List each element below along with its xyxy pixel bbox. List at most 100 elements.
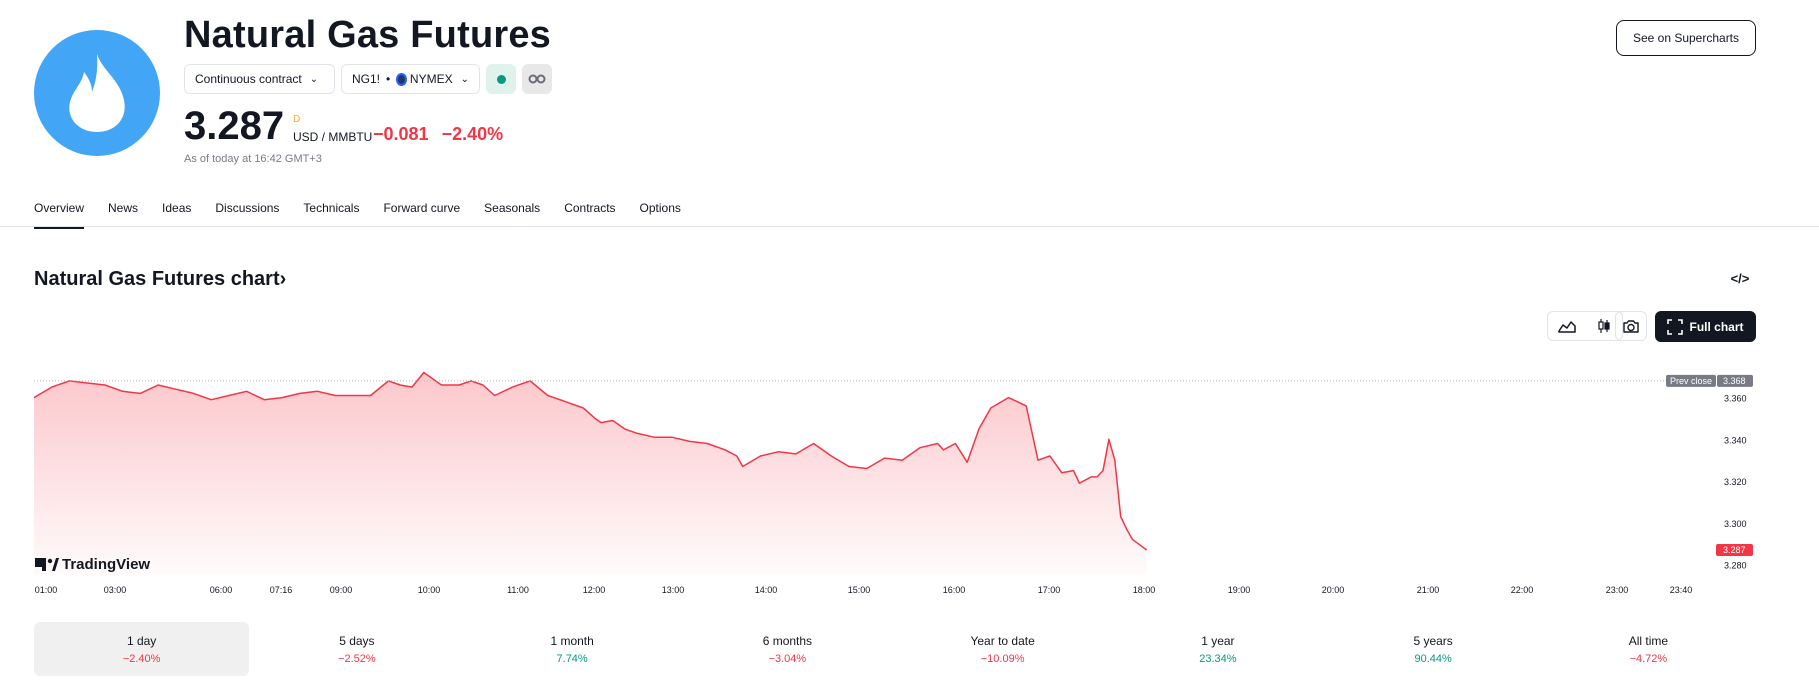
exchange-name: NYMEX — [409, 72, 453, 86]
chart-style-toolbar — [1547, 311, 1623, 341]
x-tick-label: 16:00 — [943, 585, 966, 595]
x-tick-label: 01:00 — [35, 585, 58, 595]
period-1-year[interactable]: 1 year 23.34% — [1110, 622, 1325, 676]
camera-icon — [1623, 319, 1639, 333]
y-tick-label: 3.340 — [1724, 435, 1747, 445]
tab-discussions[interactable]: Discussions — [215, 201, 280, 215]
fullscreen-icon — [1667, 318, 1684, 335]
tab-seasonals[interactable]: Seasonals — [484, 201, 541, 215]
flame-icon — [69, 54, 125, 132]
y-tick-label: 3.320 — [1724, 477, 1747, 487]
period-change: 90.44% — [1414, 652, 1452, 665]
period-label: 1 month — [550, 633, 594, 648]
y-axis: 3.360 3.340 3.320 3.300 3.280 — [1724, 394, 1747, 571]
period-change: −10.09% — [980, 652, 1025, 665]
tradingview-watermark[interactable]: TradingView — [35, 556, 150, 573]
period-6-months[interactable]: 6 months −3.04% — [680, 622, 895, 676]
y-tick-label: 3.280 — [1724, 561, 1747, 571]
x-tick-label: 06:00 — [210, 585, 233, 595]
period-1-month[interactable]: 1 month 7.74% — [465, 622, 680, 676]
x-tick-label: 10:00 — [418, 585, 441, 595]
price-delay-marker: D — [293, 114, 301, 125]
prev-close-label: Prev close — [1670, 376, 1712, 386]
chevron-down-icon: ⌄ — [309, 73, 319, 85]
x-tick-label: 23:40 — [1670, 585, 1693, 595]
period-change: 7.74% — [556, 652, 588, 665]
price-area-fill — [34, 372, 1147, 575]
chart-title-text: Natural Gas Futures chart — [34, 268, 280, 290]
prev-close-tag: Prev close 3.368 — [1666, 374, 1753, 387]
exchange-icon — [396, 72, 407, 86]
candle-style-button[interactable] — [1589, 313, 1619, 339]
period-change: 23.34% — [1199, 652, 1237, 665]
x-tick-label: 17:00 — [1038, 585, 1061, 595]
price-change-abs: −0.081 — [373, 124, 429, 144]
prev-close-value: 3.368 — [1723, 376, 1746, 386]
area-style-button[interactable] — [1552, 313, 1582, 339]
candlestick-icon — [1597, 319, 1610, 333]
tab-options[interactable]: Options — [639, 201, 681, 215]
x-tick-label: 20:00 — [1322, 585, 1345, 595]
as-of-timestamp: As of today at 16:42 GMT+3 — [184, 153, 322, 165]
period-label: 6 months — [762, 633, 813, 648]
see-on-supercharts-button[interactable]: See on Supercharts — [1616, 20, 1756, 56]
symbol-dropdown[interactable]: NG1! • NYMEX ⌄ — [341, 64, 480, 94]
symbol-logo — [34, 30, 160, 156]
tab-contracts[interactable]: Contracts — [564, 201, 616, 215]
price-chart[interactable]: Prev close 3.368 3.360 3.340 3.320 3.300 3.2… — [0, 350, 1819, 610]
tradingview-logo-icon — [35, 558, 59, 571]
x-tick-label: 14:00 — [755, 585, 778, 595]
full-chart-label: Full chart — [1689, 319, 1744, 334]
infinity-link-icon — [528, 74, 546, 84]
tab-forward-curve[interactable]: Forward curve — [383, 201, 461, 215]
market-status-badge[interactable] — [486, 64, 516, 94]
market-open-dot-icon — [496, 74, 506, 84]
related-link-button[interactable] — [522, 64, 552, 94]
period-1-day[interactable]: 1 day −2.40% — [34, 622, 250, 676]
tradingview-wordmark: TradingView — [62, 556, 150, 573]
contract-dropdown[interactable]: Continuous contract ⌄ — [184, 64, 335, 94]
x-tick-label: 12:00 — [583, 585, 606, 595]
x-tick-label: 21:00 — [1417, 585, 1440, 595]
page-title: Natural Gas Futures — [184, 14, 552, 56]
x-tick-label: 18:00 — [1133, 585, 1156, 595]
y-tick-label: 3.300 — [1724, 519, 1747, 529]
last-price-tag: 3.287 — [1716, 543, 1753, 556]
chevron-down-icon: ⌄ — [460, 73, 469, 85]
tab-ideas[interactable]: Ideas — [162, 201, 192, 215]
period-change: −2.52% — [338, 652, 376, 665]
code-embed-icon[interactable]: </> — [1730, 270, 1750, 286]
x-tick-label: 09:00 — [330, 585, 353, 595]
price-line — [33, 371, 1148, 551]
x-tick-label: 15:00 — [848, 585, 871, 595]
symbol-separator: • — [386, 72, 391, 86]
period-5-days[interactable]: 5 days −2.52% — [249, 622, 464, 676]
section-tabs: Overview News Ideas Discussions Technica… — [34, 201, 705, 229]
period-change: −2.40% — [122, 652, 161, 665]
period-year-to-date[interactable]: Year to date −10.09% — [895, 622, 1110, 676]
period-5-years[interactable]: 5 years 90.44% — [1326, 622, 1541, 676]
snapshot-button[interactable] — [1615, 311, 1647, 341]
period-label: 1 year — [1201, 633, 1235, 648]
last-price-tag-value: 3.287 — [1723, 545, 1746, 555]
price-change: −0.081 −2.40% — [373, 124, 503, 145]
chart-section-title[interactable]: Natural Gas Futures chart› — [34, 268, 286, 291]
x-tick-label: 19:00 — [1228, 585, 1251, 595]
x-tick-label: 11:00 — [507, 585, 529, 595]
tab-overview[interactable]: Overview — [34, 201, 85, 229]
tab-news[interactable]: News — [108, 201, 139, 215]
period-all-time[interactable]: All time −4.72% — [1541, 622, 1756, 676]
area-chart-icon — [1557, 321, 1576, 333]
contract-label: Continuous contract — [195, 72, 302, 86]
chevron-right-icon: › — [279, 268, 287, 290]
price-change-pct: −2.40% — [441, 124, 504, 144]
x-axis: 01:00 03:00 06:00 07:16 09:00 10:00 11:00 12:00… — [35, 585, 1693, 595]
price-unit: USD / MMBTU — [293, 130, 373, 144]
full-chart-button[interactable]: Full chart — [1655, 311, 1756, 342]
last-price: 3.287 — [184, 104, 285, 148]
x-tick-label: 03:00 — [104, 585, 127, 595]
tab-technicals[interactable]: Technicals — [303, 201, 360, 215]
period-label: Year to date — [970, 633, 1035, 648]
y-tick-label: 3.360 — [1724, 394, 1747, 404]
period-label: 5 days — [339, 633, 375, 648]
